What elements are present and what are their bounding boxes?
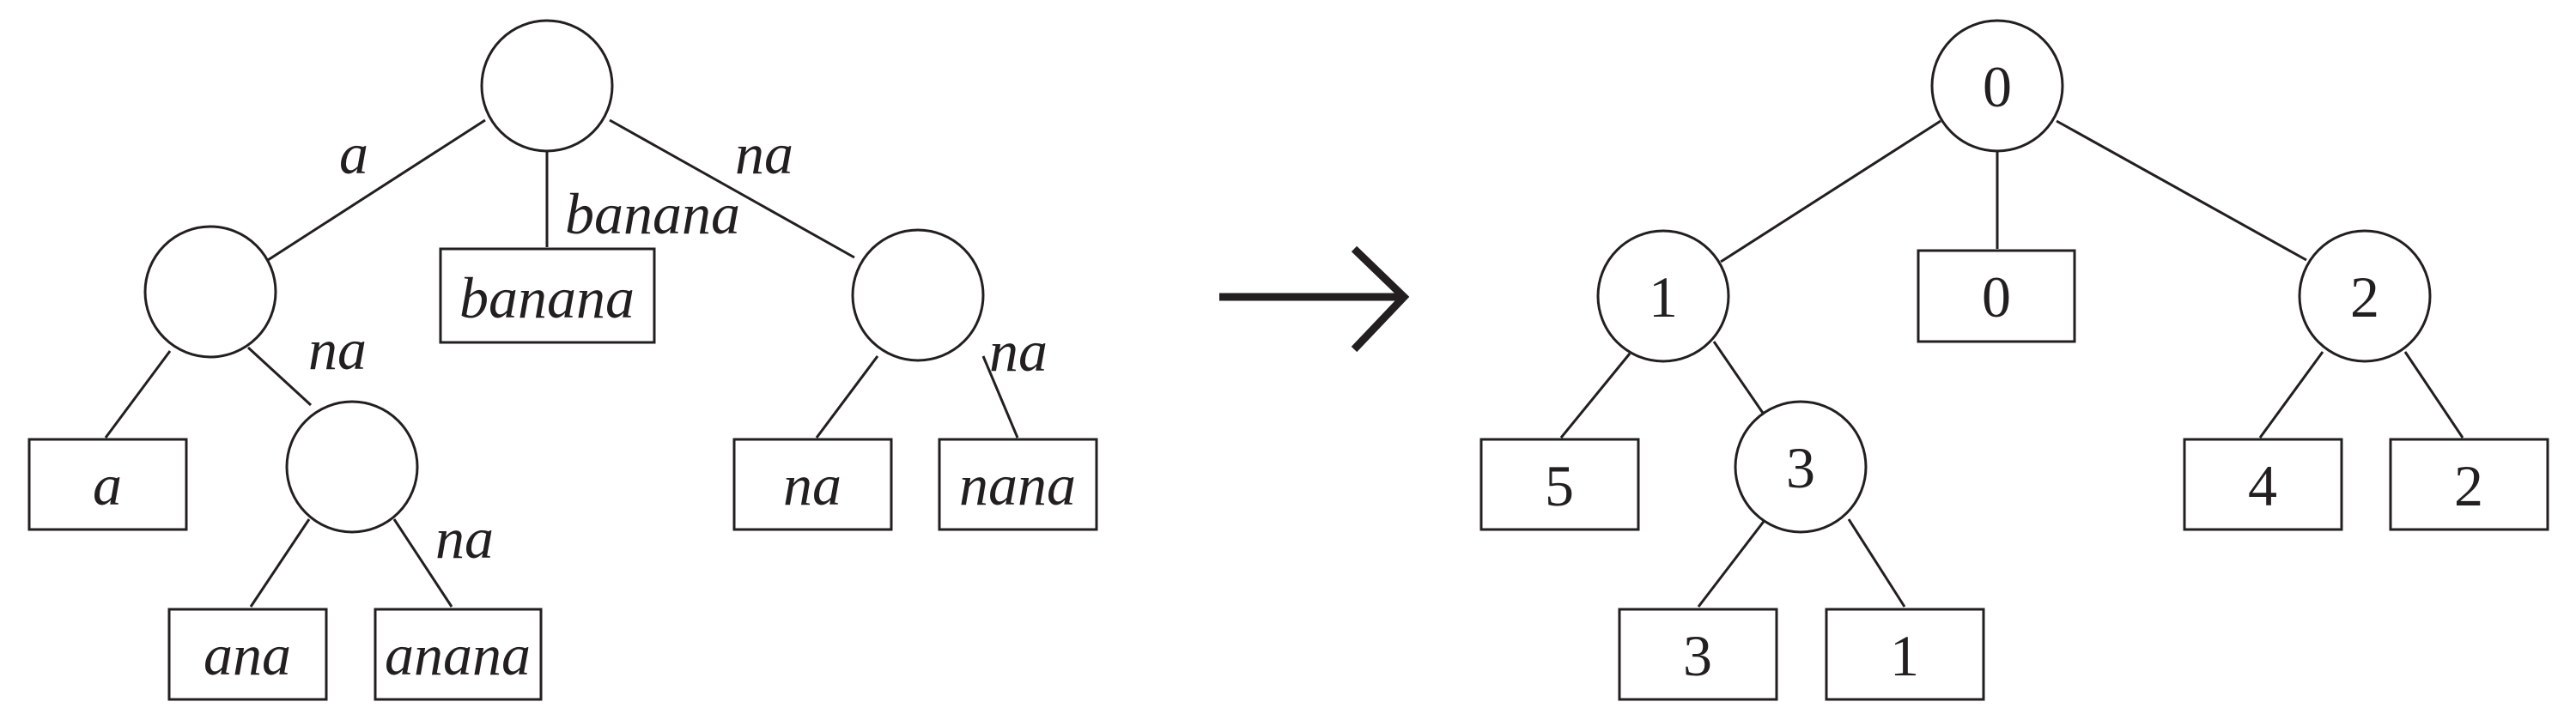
edge-na-to-leaf-na [815, 355, 879, 439]
right-leaf-2: 2 [2454, 453, 2483, 518]
edge-na-to-nana [981, 355, 1019, 439]
left-leaf-anana-box [374, 608, 543, 701]
right-leaf-1: 1 [1890, 623, 1919, 688]
edge-ana-to-leaf-ana [249, 518, 311, 608]
edge-r-root-to-1 [1720, 119, 1941, 263]
edge-label-root-to-a: a [339, 121, 368, 186]
left-suffix-tree: banana a ana anana na nana a banana na n… [27, 19, 1098, 701]
edge-label-na-to-nana: na [989, 318, 1048, 384]
left-leaf-nana: nana [959, 452, 1076, 517]
left-leaf-a: a [93, 452, 122, 517]
edge-label-root-to-banana: banana [565, 181, 740, 246]
edge-ana-to-anana [392, 518, 453, 608]
edge-a-to-leaf-a [104, 350, 172, 439]
edge-root-to-a [267, 118, 486, 262]
left-leaf-ana-box [167, 608, 328, 701]
left-node-ana [285, 400, 419, 534]
left-leaf-na: na [783, 452, 841, 517]
right-node-2 [2298, 229, 2432, 363]
edge-r-root-to-2 [2056, 119, 2307, 262]
right-node-3-label: 3 [1786, 435, 1815, 500]
left-leaf-ana: ana [204, 622, 291, 687]
right-leaf-2-box [2389, 438, 2549, 531]
right-leaf-4-box [2183, 438, 2343, 531]
edge-r-2-to-leaf-4 [2258, 351, 2324, 439]
right-node-1 [1596, 229, 1730, 363]
right-suffix-tree: 0 1 3 2 0 5 3 1 4 2 [1479, 19, 2549, 701]
right-leaf-0-box [1917, 249, 2076, 343]
left-leaf-nana-box [938, 438, 1098, 531]
edge-a-to-ana [246, 346, 313, 407]
left-root-node [480, 19, 614, 153]
edge-label-ana-to-anana: na [435, 505, 494, 571]
edge-r-3-to-leaf-1 [1847, 518, 1906, 608]
left-node-na [851, 228, 985, 362]
left-leaf-na-box [732, 438, 893, 531]
left-leaf-anana: anana [385, 622, 531, 687]
edge-r-1-to-leaf-5 [1559, 353, 1631, 439]
right-leaf-3: 3 [1683, 623, 1712, 688]
right-root-label: 0 [1983, 54, 2012, 119]
left-leaf-banana-box [439, 247, 656, 344]
right-leaf-3-box [1618, 608, 1778, 701]
edge-r-2-to-leaf-2 [2403, 351, 2464, 439]
right-leaf-0: 0 [1982, 264, 2011, 330]
edge-label-root-to-na: na [735, 121, 793, 186]
transform-arrow-icon [1219, 245, 1410, 353]
left-leaf-a-box [27, 438, 188, 531]
left-node-a [143, 225, 277, 359]
right-leaf-4: 4 [2248, 453, 2277, 518]
right-node-2-label: 2 [2350, 264, 2379, 330]
right-leaf-1-box [1825, 608, 1985, 701]
edge-root-to-na [609, 118, 855, 259]
edge-r-3-to-leaf-3 [1697, 518, 1767, 608]
right-leaf-5-box [1479, 438, 1640, 531]
edge-r-1-to-3 [1712, 341, 1768, 419]
right-node-3 [1734, 400, 1868, 534]
right-leaf-5: 5 [1545, 453, 1574, 518]
left-leaf-banana: banana [459, 265, 635, 330]
right-node-1-label: 1 [1649, 264, 1678, 330]
edge-label-a-to-ana: na [308, 317, 367, 382]
right-root-node [1930, 19, 2064, 153]
